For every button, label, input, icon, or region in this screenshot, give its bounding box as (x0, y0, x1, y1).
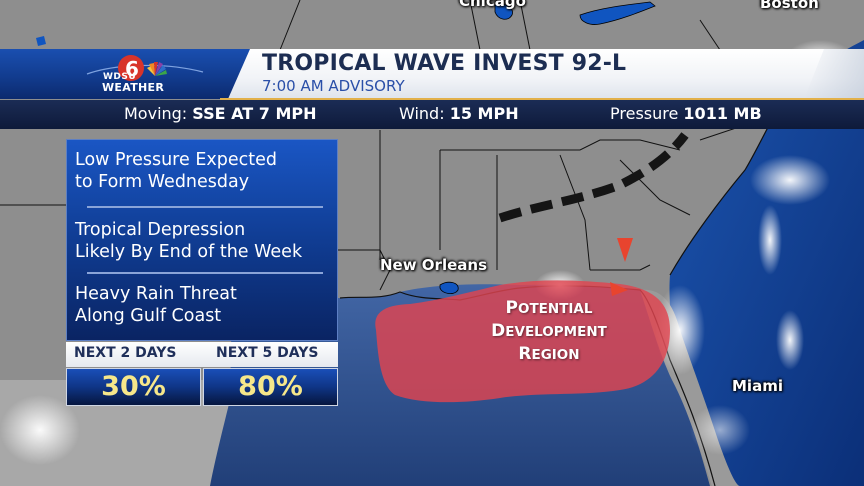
wind-label: Wind: (399, 104, 445, 123)
logo-brand-text: WEATHER (102, 81, 165, 94)
forecast-panel: Low Pressure Expected to Form Wednesday … (66, 139, 338, 406)
next-2-days-probability: 30% (66, 368, 201, 406)
logo-station-text: WDSU (103, 72, 137, 82)
outlook-header (66, 342, 338, 367)
advisory-time: 7:00 AM ADVISORY (262, 77, 405, 95)
bullet-low-pressure: Low Pressure Expected to Form Wednesday (75, 150, 277, 192)
pressure-info: Pressure 1011 MB (610, 104, 762, 123)
region-label-line-2: DEVELOPMENT (491, 321, 607, 341)
city-label-boston: Boston (760, 0, 819, 12)
moving-value: SSE AT 7 MPH (192, 104, 317, 123)
header-accent-line (220, 98, 864, 100)
channel-6-logo-icon: 6 (86, 55, 204, 81)
pressure-value: 1011 MB (683, 104, 762, 123)
next-5-days-label: NEXT 5 DAYS (216, 345, 319, 361)
moving-label: Moving: (124, 104, 188, 123)
next-2-days-label: NEXT 2 DAYS (74, 345, 177, 361)
movement-arrow-down-icon (617, 238, 633, 262)
city-label-new-orleans: New Orleans (380, 256, 487, 274)
pressure-label: Pressure (610, 104, 679, 123)
region-label-line-3: REGION (518, 344, 580, 364)
wind-value: 15 MPH (449, 104, 519, 123)
city-label-chicago: Chicago (459, 0, 526, 10)
page-title: TROPICAL WAVE INVEST 92-L (262, 51, 627, 76)
bullet-heavy-rain: Heavy Rain Threat Along Gulf Coast (75, 284, 237, 326)
storm-info-bar (0, 100, 864, 129)
panel-divider (87, 206, 323, 208)
movement-arrow-right-icon (610, 282, 628, 296)
wind-info: Wind: 15 MPH (399, 104, 519, 123)
wdsu-weather-logo: 6 WDSU WEATHER (85, 54, 205, 96)
header-title-area (228, 49, 864, 99)
forecast-bullets: Low Pressure Expected to Form Wednesday … (66, 139, 338, 341)
region-label: POTENTIAL DEVELOPMENT REGION (469, 297, 629, 366)
cold-front-dashed-line (498, 132, 689, 223)
next-5-days-probability: 80% (203, 368, 338, 406)
bullet-tropical-depression: Tropical Depression Likely By End of the… (75, 220, 303, 262)
panel-divider (87, 272, 323, 274)
region-label-line-1: POTENTIAL (505, 298, 593, 318)
city-label-miami: Miami (732, 377, 783, 395)
moving-info: Moving: SSE AT 7 MPH (124, 104, 317, 123)
potential-development-region (375, 280, 670, 403)
svg-text:6: 6 (125, 57, 139, 81)
